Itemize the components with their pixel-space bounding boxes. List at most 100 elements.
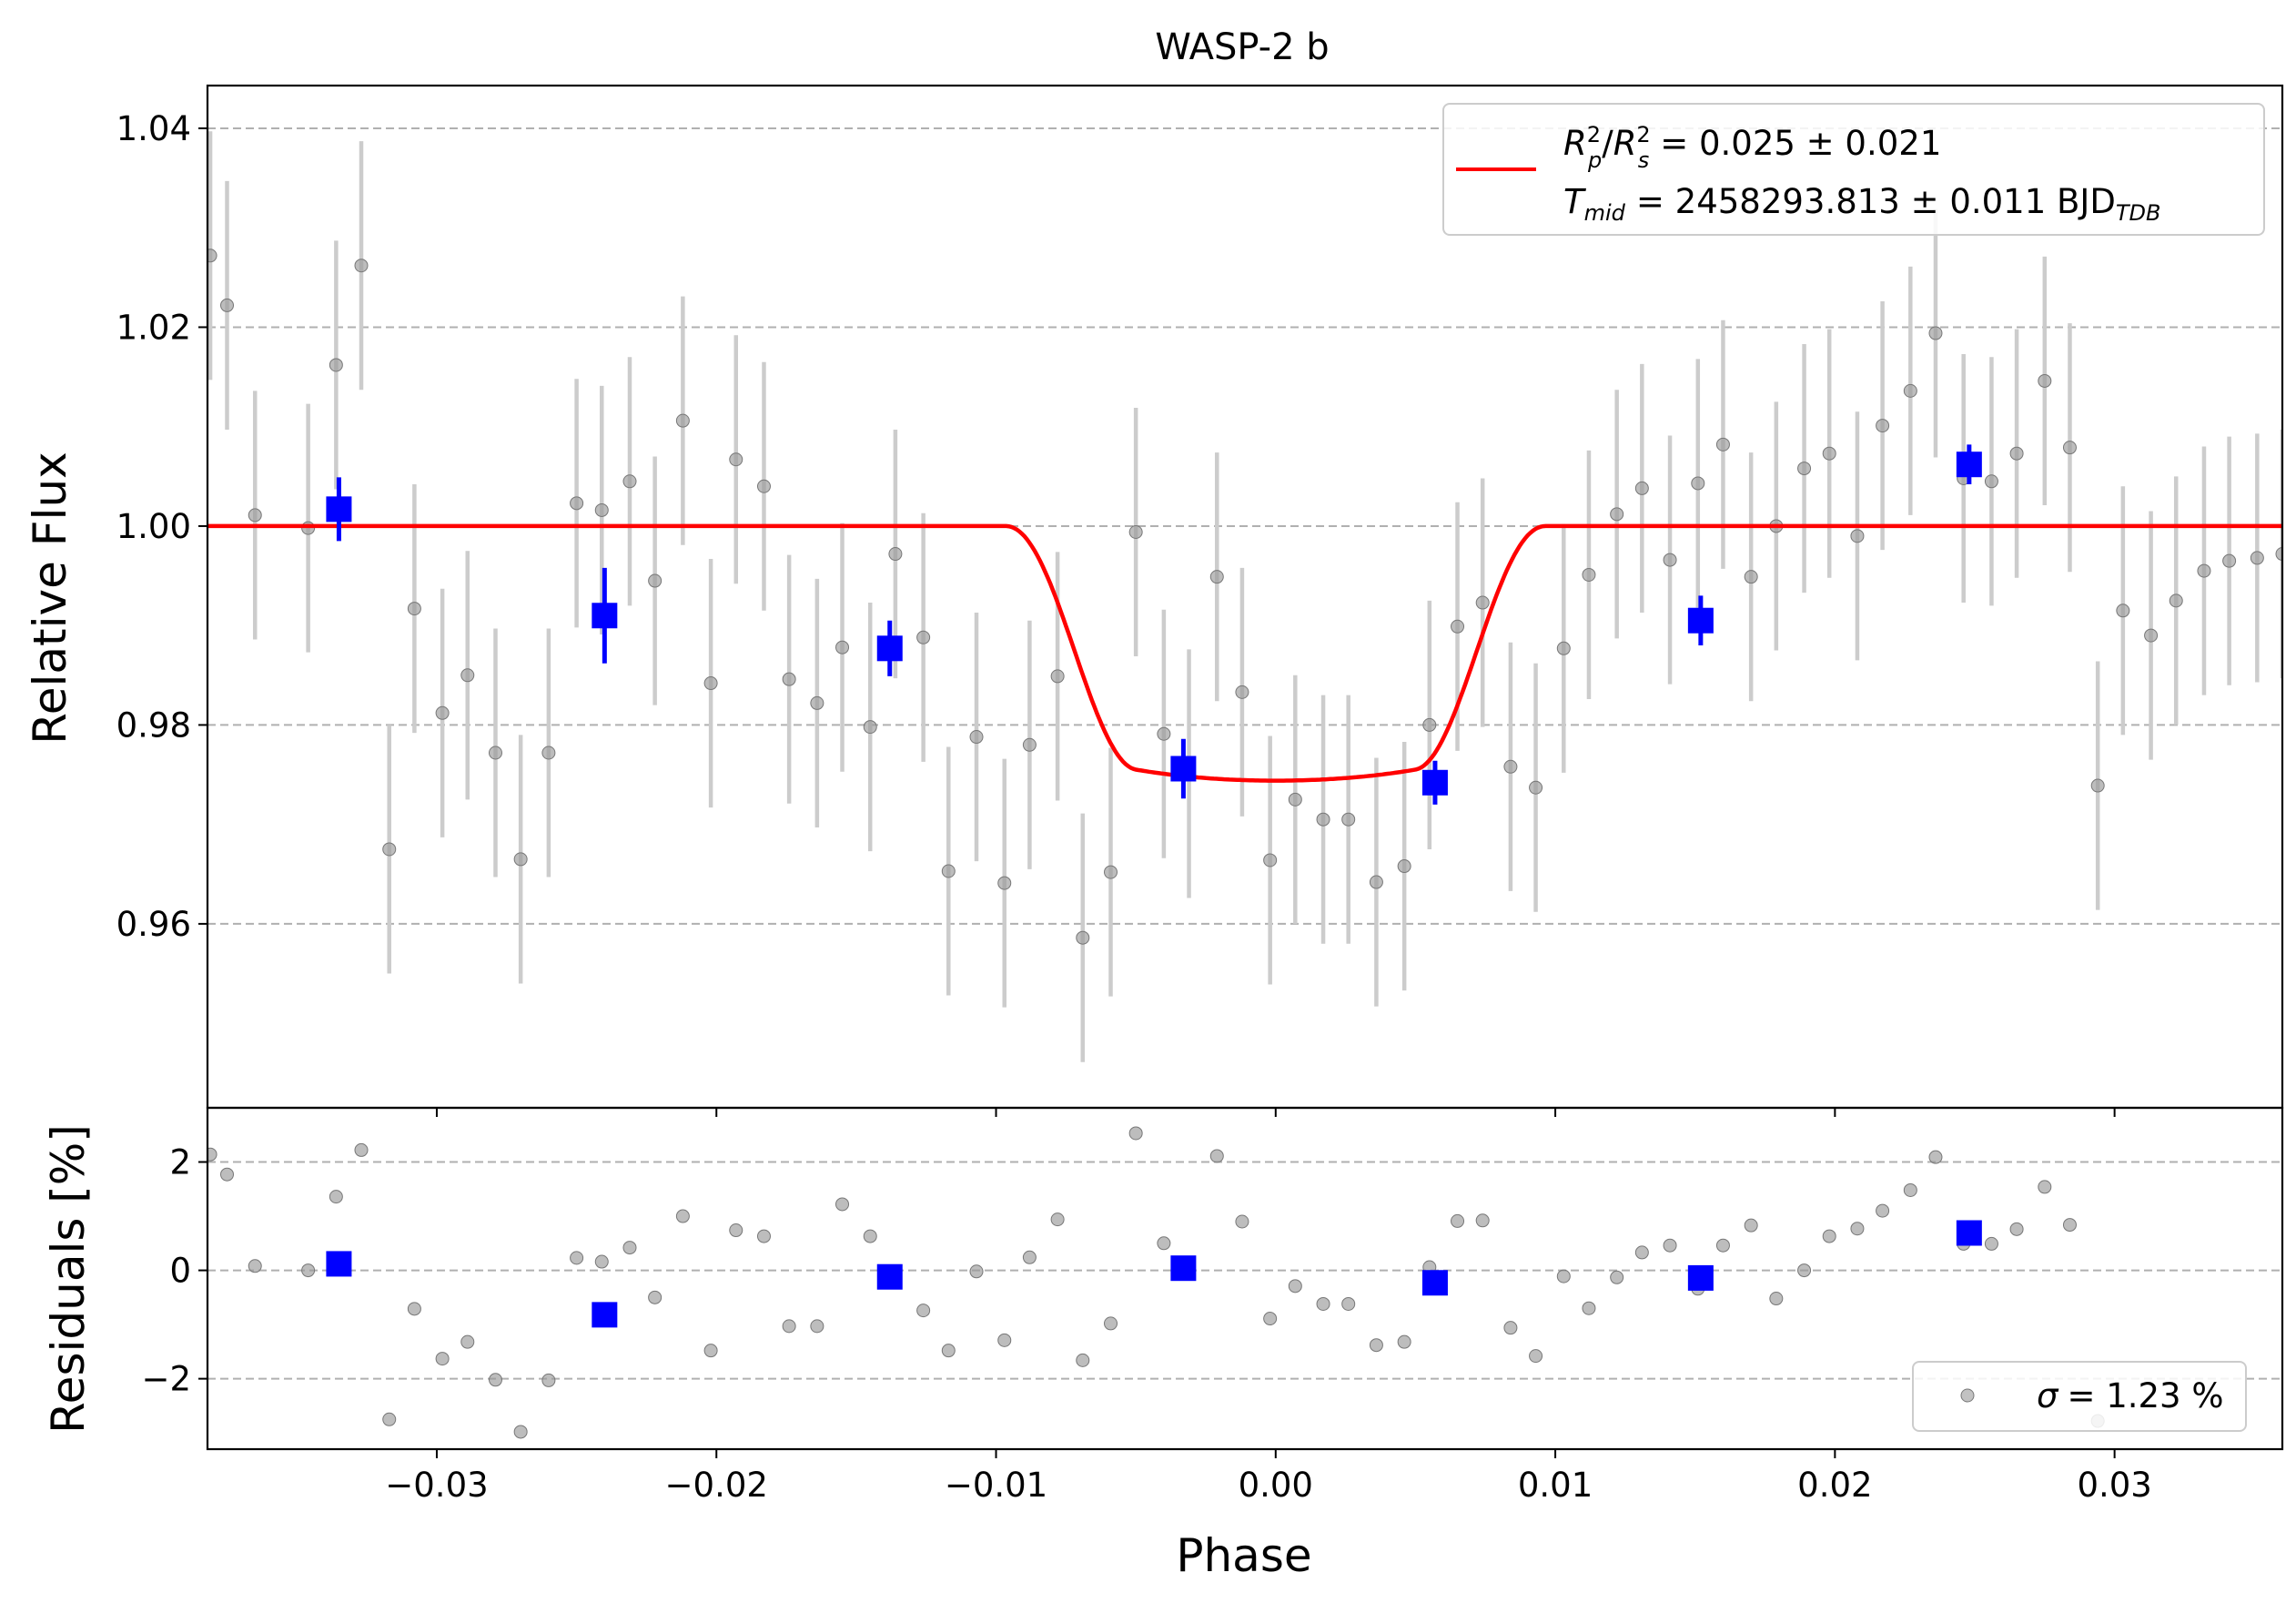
raw-data-point [1104, 865, 1118, 879]
x-tick-label: 0.01 [1518, 1466, 1593, 1505]
residual-raw-point [648, 1290, 663, 1304]
residual-raw-point [1876, 1203, 1890, 1218]
residual-raw-point [1634, 1245, 1649, 1260]
residual-raw-point [1263, 1312, 1278, 1326]
raw-data-point [2169, 594, 2183, 608]
binned-data-point [876, 635, 903, 662]
x-tick-label: −0.03 [385, 1466, 488, 1505]
raw-data-point [1209, 570, 1224, 584]
x-tick-label: 0.03 [2077, 1466, 2151, 1505]
residual-raw-point [1744, 1218, 1758, 1233]
residual-raw-point [835, 1197, 850, 1212]
raw-data-point [1610, 507, 1624, 522]
residual-raw-point [703, 1344, 718, 1358]
residual-raw-point [1050, 1212, 1065, 1227]
raw-data-point [1691, 476, 1705, 491]
x-tick-label: −0.02 [665, 1466, 768, 1505]
raw-data-point [2250, 551, 2264, 565]
raw-data-point [248, 508, 262, 522]
raw-data-point [969, 730, 984, 745]
raw-data-point [1822, 446, 1836, 461]
raw-data-point [888, 547, 903, 562]
residual-raw-point [329, 1190, 343, 1204]
raw-data-point [1903, 383, 1917, 398]
raw-data-point [1451, 619, 1465, 634]
residual-raw-point [1610, 1270, 1624, 1284]
residual-binned-point [1687, 1264, 1714, 1291]
raw-data-point [997, 876, 1012, 890]
residual-raw-point [570, 1251, 584, 1265]
raw-data-point [1050, 669, 1065, 684]
raw-data-point [2222, 553, 2237, 568]
x-axis-label: Phase [1176, 1529, 1311, 1582]
residual-y-tick-label: −2 [141, 1360, 191, 1399]
residual-raw-point [1928, 1150, 1943, 1164]
raw-data-point [329, 358, 343, 372]
residual-raw-point [2009, 1222, 2024, 1236]
residual-raw-point [997, 1333, 1012, 1347]
residual-raw-point [354, 1142, 369, 1157]
residual-axes-frame [206, 1106, 2284, 1451]
residual-raw-point [207, 1147, 217, 1162]
legend-line2: Tmid = 2458293.813 ± 0.011 BJDTDB [1563, 182, 2160, 226]
raw-data-point [1582, 567, 1596, 582]
residual-raw-point [1369, 1338, 1383, 1353]
chart-title: WASP-2 b [1155, 26, 1329, 68]
residual-raw-point [1850, 1222, 1865, 1236]
residual-binned-point [1421, 1270, 1448, 1296]
residual-raw-point [1076, 1353, 1090, 1367]
flux-y-tick-label: 0.96 [116, 905, 191, 944]
raw-data-point [382, 842, 397, 857]
raw-data-point [1797, 462, 1812, 476]
residual-raw-point [810, 1319, 824, 1334]
binned-data-point [1956, 451, 1982, 478]
raw-data-point [1422, 717, 1437, 732]
raw-data-point [354, 259, 369, 273]
raw-data-point [1663, 553, 1677, 567]
flux-y-tick-label: 1.04 [116, 109, 191, 148]
residual-raw-point [1903, 1182, 1917, 1197]
residual-raw-point [675, 1209, 690, 1223]
residual-raw-point [382, 1412, 397, 1426]
residual-x-ticks: −0.03 −0.02 −0.01 0.00 0.01 0.02 0.03 [385, 1449, 2152, 1505]
raw-data-point [220, 298, 235, 312]
residual-raw-point [1104, 1316, 1118, 1331]
raw-data-point [835, 640, 850, 654]
residual-raw-point [2062, 1218, 2077, 1233]
residual-raw-point [220, 1167, 235, 1182]
residual-raw-point [541, 1373, 556, 1387]
residual-raw-point [1556, 1269, 1571, 1283]
residual-raw-point [1022, 1250, 1037, 1264]
raw-data-point [1984, 474, 1998, 489]
raw-data-point [1475, 595, 1490, 610]
residual-y-ticks: −2 0 2 [141, 1143, 207, 1399]
raw-data-point [1503, 759, 1518, 774]
residual-raw-point [1715, 1238, 1730, 1253]
flux-y-ticks: 0.96 0.98 1.00 1.02 1.04 [116, 109, 2116, 1117]
residual-raw-point [916, 1304, 931, 1318]
residual-raw-point [435, 1352, 450, 1366]
binned-data-point [1421, 769, 1448, 796]
residual-raw-point [941, 1344, 956, 1358]
raw-data-point [1341, 812, 1356, 827]
raw-data-point [407, 602, 421, 616]
residual-raw-point [1663, 1238, 1677, 1253]
residual-raw-point [1209, 1149, 1224, 1163]
raw-data-point [594, 502, 609, 517]
residual-raw-point [1529, 1349, 1543, 1364]
residual-raw-point [1341, 1296, 1356, 1311]
raw-data-point [1928, 326, 1943, 340]
raw-data-point [1076, 930, 1090, 945]
residual-binned-point [1956, 1220, 1982, 1246]
residual-raw-point [1235, 1214, 1249, 1229]
raw-data-point [460, 668, 475, 683]
residual-raw-point [1822, 1229, 1836, 1243]
residual-raw-point [2038, 1180, 2052, 1194]
raw-data-point [1263, 853, 1278, 867]
raw-data-point [1397, 859, 1411, 874]
raw-data-point [2275, 547, 2282, 562]
residual-raw-point [1397, 1334, 1411, 1349]
flux-plot-area [207, 131, 2282, 1062]
binned-data-point [326, 496, 352, 522]
